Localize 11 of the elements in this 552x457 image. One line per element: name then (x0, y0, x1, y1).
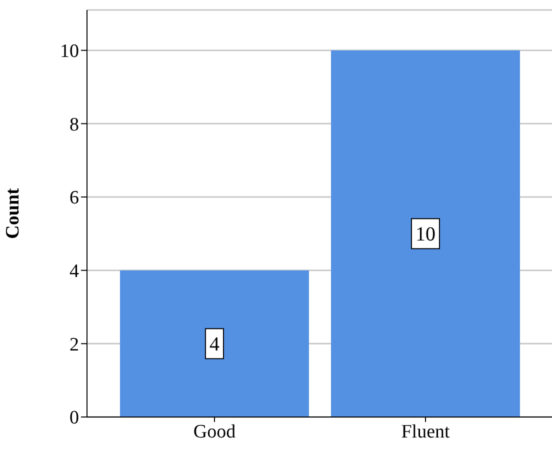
x-tick-label: Good (193, 421, 236, 442)
data-label: 10 (415, 224, 436, 246)
y-tick-label: 0 (70, 408, 79, 429)
y-tick-label: 4 (70, 261, 80, 282)
y-tick-label: 8 (70, 114, 79, 136)
y-axis-title: Count (2, 187, 24, 239)
y-tick-label: 2 (70, 334, 79, 356)
y-tick-label: 6 (70, 188, 79, 209)
data-label: 4 (209, 334, 220, 356)
x-tick-label: Fluent (401, 421, 450, 442)
y-tick-label: 10 (60, 41, 79, 62)
